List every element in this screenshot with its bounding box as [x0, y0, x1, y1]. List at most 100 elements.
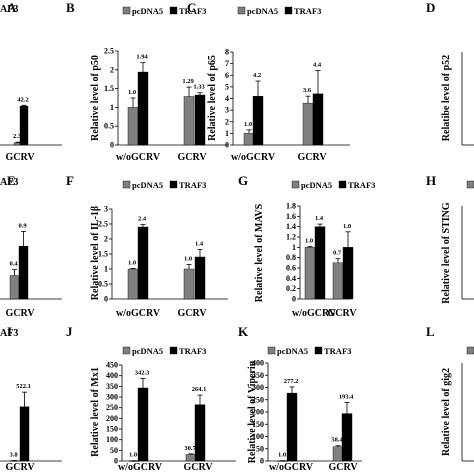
y-tick-label: 1.5 [98, 250, 108, 259]
data-label: 0.9 [18, 222, 27, 229]
data-label: 58.4 [331, 437, 343, 444]
y-tick-label: 0.4 [286, 274, 296, 283]
y-tick-label: 1.2 [286, 233, 296, 242]
y-axis-label: Relative level of Mx1 [90, 367, 101, 457]
y-tick-label: 1.4 [286, 222, 296, 231]
data-label: 42.2 [17, 96, 28, 103]
panel-L: L Relative level of gig2 [426, 324, 474, 462]
data-label: 1.33 [193, 84, 205, 91]
legend-swatch-traf3 [169, 346, 178, 355]
y-tick-label: 7 [225, 59, 229, 68]
y-axis-label: Relative level of Viperin [247, 360, 258, 463]
bar-pcdna5 [183, 268, 195, 300]
data-label: 1.0 [128, 259, 136, 266]
legend-label: pcDNA5 [301, 180, 332, 190]
data-label: 1.0 [184, 256, 192, 263]
panel-title: AF3 [0, 328, 18, 339]
y-axis-label: Relative level of IL-1β [90, 206, 101, 300]
data-label: 1.0 [278, 452, 286, 459]
x-category-label: GCRV [177, 308, 207, 319]
y-tick-label: 4 [225, 94, 229, 103]
legend: pcDNA5 TRAF3 [237, 6, 321, 16]
data-label: 1.0 [343, 223, 351, 230]
bar-pcdna5 [185, 454, 197, 462]
data-label: 1.4 [315, 215, 324, 222]
legend-label: TRAF3 [179, 346, 206, 356]
y-tick-label: 300 [106, 393, 118, 402]
data-label: 522.1 [16, 383, 31, 390]
legend: pcDNA5 TRAF3 [122, 6, 206, 16]
legend-label: pcDNA5 [277, 346, 308, 356]
y-axis-label: Relatibe level of p52 [441, 55, 452, 141]
bar-traf3 [194, 94, 206, 146]
y-tick-label: 0 [110, 141, 114, 150]
x-category-label: w/oGCRV [116, 152, 161, 163]
data-label: 2.4 [138, 216, 147, 223]
legend-label: TRAF3 [324, 346, 351, 356]
y-tick-label: 200 [252, 408, 264, 417]
bar-traf3 [137, 226, 149, 300]
panel-H: H Relative level of STING [426, 173, 474, 304]
legend-swatch-pcdna5 [291, 180, 300, 189]
panel-letter: K [238, 324, 249, 339]
y-axis-label: Relative level of p65 [207, 55, 218, 141]
y-axis-label: Relative level of MAVS [254, 203, 265, 302]
legend-label: TRAF3 [348, 180, 375, 190]
panel-letter: F [66, 173, 74, 188]
data-label: 3.6 [303, 87, 312, 94]
legend-swatch-pcdna5 [237, 6, 246, 15]
panel-letter: C [187, 0, 196, 15]
y-tick-label: 6 [225, 71, 229, 80]
x-category-label: w/oGCRV [292, 308, 337, 319]
bar-pcdna5 [9, 275, 20, 300]
y-tick-label: 250 [106, 403, 118, 412]
data-label: 1.29 [182, 78, 194, 85]
x-category-label: GCRV [5, 152, 35, 163]
data-label: 342.3 [135, 369, 150, 376]
y-tick-label: 0 [292, 295, 296, 304]
y-tick-label: 2.5 [104, 47, 114, 56]
bar-traf3 [312, 93, 324, 146]
bar-traf3 [286, 392, 298, 462]
panel-letter: I [7, 324, 12, 339]
y-tick-label: 1.6 [286, 212, 296, 221]
y-tick-label: 8 [225, 48, 229, 57]
data-label: 3.8 [9, 452, 18, 459]
panel-F: F Relative level of IL-1β 0 0.5 1 1.5 2 2.5 3 1.0… [66, 173, 228, 319]
legend: pcDNA5 TRAF3 [122, 346, 206, 356]
x-category-label: GCRV [5, 462, 35, 473]
y-tick-label: 1 [104, 265, 108, 274]
y-tick-label: 100 [106, 435, 118, 444]
panel-K: K Relative level of Viperin 0 50 100 150 200 25… [238, 324, 362, 473]
legend-swatch-traf3 [284, 6, 293, 15]
bar-pcdna5 [183, 96, 195, 146]
y-tick-label: 1 [225, 129, 229, 138]
legend: pcDNA5 TRAF3 [267, 346, 351, 356]
x-category-label: w/oGCRV [116, 308, 161, 319]
y-tick-label: 350 [106, 382, 118, 391]
panel-letter: H [426, 173, 436, 188]
panel-letter: L [426, 324, 435, 339]
legend: pcDNA5 TRAF3 [291, 180, 375, 190]
y-tick-label: 0.5 [98, 280, 108, 289]
legend-label: pcDNA5 [132, 6, 163, 16]
y-tick-label: 1 [110, 103, 114, 112]
bar-traf3 [252, 95, 264, 146]
y-tick-label: 0 [225, 141, 229, 150]
y-tick-label: 0 [114, 457, 118, 466]
y-tick-label: 0 [104, 295, 108, 304]
legend-label: pcDNA5 [132, 346, 163, 356]
y-tick-label: 3 [225, 106, 229, 115]
legend-swatch-traf3 [338, 180, 347, 189]
panel-title: AF3 [0, 4, 18, 15]
y-tick-label: 100 [252, 432, 264, 441]
y-tick-label: 2.5 [98, 220, 108, 229]
legend-swatch-pcdna5 [122, 6, 131, 15]
x-category-label: GCRV [183, 462, 213, 473]
y-tick-label: 2 [225, 117, 229, 126]
legend-swatch-partial [466, 346, 474, 355]
y-axis-label: Relative level of p50 [90, 55, 101, 141]
legend-label: pcDNA5 [247, 6, 278, 16]
